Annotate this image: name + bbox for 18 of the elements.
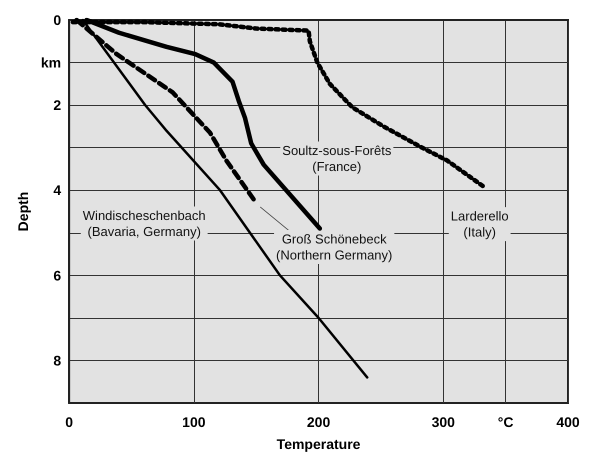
series-label: Windischeschenbach (Bavaria, Germany) [82,208,206,239]
y-tick-label: 0 [53,12,62,28]
y-axis-title: Depth [15,192,31,232]
series-label: Soultz-sous-Forêts (France) [282,143,392,174]
x-axis-title: Temperature [276,436,361,452]
y-tick-label: 4 [53,182,62,198]
y-tick-label: km [40,54,62,71]
x-tick-label: 400 [556,414,580,430]
text: Larderello (Italy) [450,208,509,240]
x-tick-label: °C [498,414,514,430]
x-tick-label: 200 [306,414,330,430]
x-tick-label: 0 [65,414,74,430]
x-tick-label: 300 [432,414,456,430]
x-tick-label: 100 [182,414,206,430]
y-tick-label: 8 [53,352,62,368]
y-tick-label: 6 [53,267,62,284]
y-tick-label: 2 [53,97,62,114]
text: Groß Schönebeck (Northern Germany) [276,231,392,262]
